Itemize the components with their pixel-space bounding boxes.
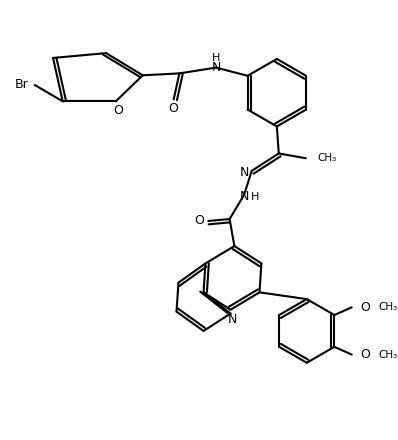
Text: CH₃: CH₃	[317, 153, 337, 163]
Text: O: O	[195, 214, 205, 227]
Text: N: N	[211, 61, 221, 74]
Text: O: O	[360, 348, 370, 361]
Text: N: N	[228, 313, 237, 326]
Text: N: N	[239, 191, 249, 203]
Text: CH₃: CH₃	[378, 302, 398, 312]
Text: CH₃: CH₃	[378, 349, 398, 359]
Text: O: O	[169, 102, 179, 114]
Text: O: O	[114, 104, 124, 117]
Text: O: O	[360, 301, 370, 314]
Text: Br: Br	[14, 78, 28, 92]
Text: H: H	[250, 192, 259, 202]
Text: N: N	[239, 166, 249, 179]
Text: H: H	[212, 53, 220, 63]
